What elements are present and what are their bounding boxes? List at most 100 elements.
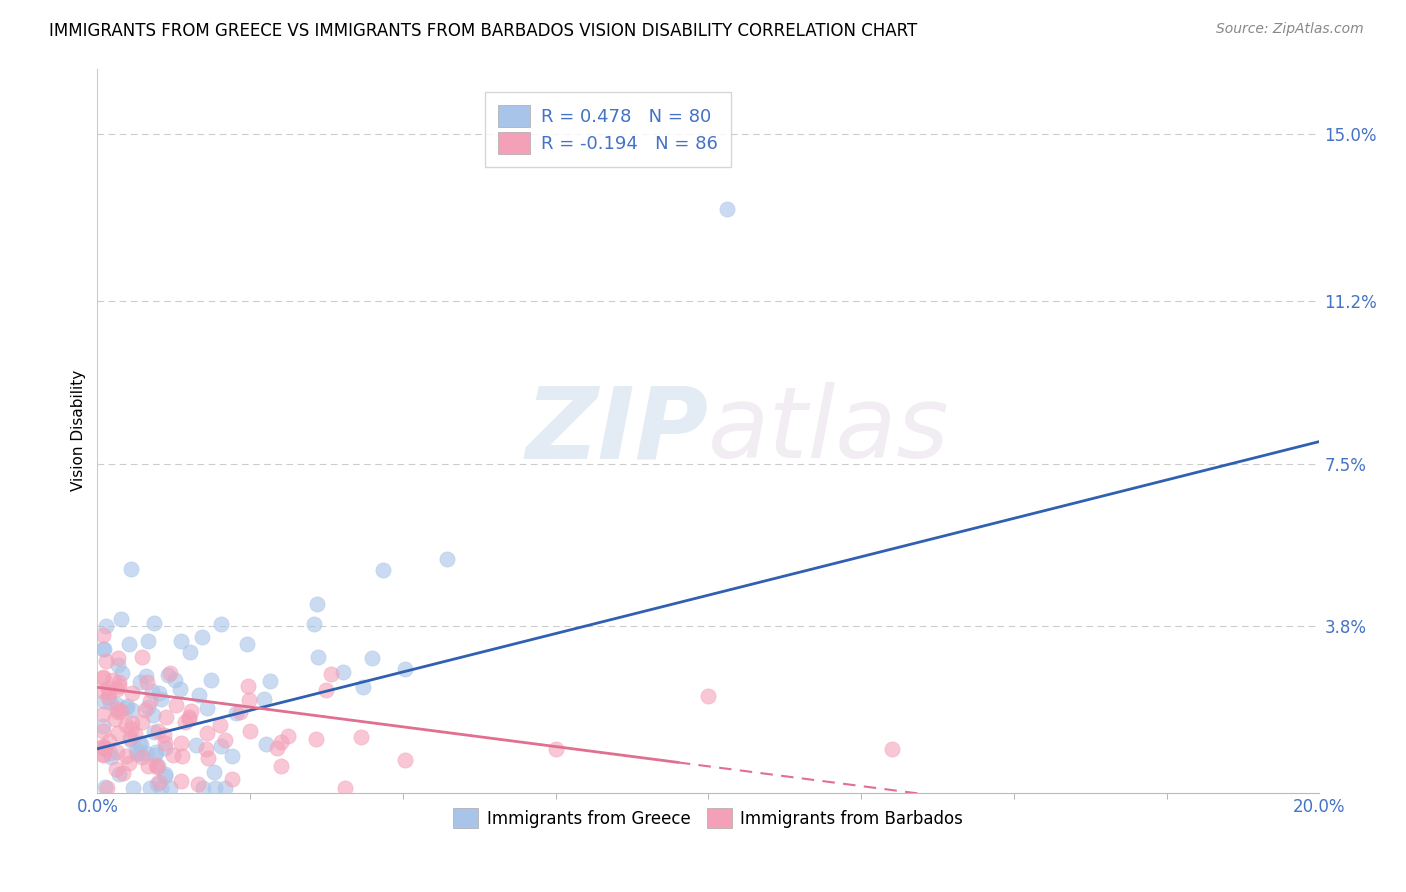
Point: [93, 747, 115, 762]
Y-axis label: Vision Disability: Vision Disability: [72, 370, 86, 491]
Point: [101, 673, 124, 688]
Text: IMMIGRANTS FROM GREECE VS IMMIGRANTS FROM BARBADOS VISION DISABILITY CORRELATION: IMMIGRANTS FROM GREECE VS IMMIGRANTS FRO…: [49, 22, 918, 40]
Point: [173, 714, 195, 729]
Point: [191, 781, 214, 796]
Point: [93, 642, 115, 657]
Point: [180, 705, 202, 719]
Point: [235, 637, 257, 651]
Point: [107, 657, 129, 672]
Point: [172, 748, 194, 763]
Point: [141, 684, 163, 698]
Point: [159, 665, 181, 680]
Point: [111, 665, 134, 680]
Point: [436, 551, 458, 566]
Point: [107, 674, 129, 689]
Point: [184, 738, 207, 752]
Point: [321, 667, 343, 681]
Point: [716, 202, 738, 216]
Text: Source: ZipAtlas.com: Source: ZipAtlas.com: [1216, 22, 1364, 37]
Point: [105, 762, 128, 776]
Point: [238, 692, 260, 706]
Point: [136, 759, 159, 773]
Point: [307, 650, 329, 665]
Point: [307, 598, 329, 612]
Point: [155, 736, 177, 750]
Point: [129, 675, 152, 690]
Point: [209, 739, 232, 754]
Point: [150, 781, 173, 796]
Point: [214, 732, 236, 747]
Point: [270, 759, 292, 773]
Point: [129, 737, 152, 751]
Point: [394, 662, 416, 676]
Point: [98, 734, 121, 748]
Point: [115, 701, 138, 715]
Point: [270, 735, 292, 749]
Point: [277, 729, 299, 743]
Point: [100, 750, 122, 764]
Point: [697, 689, 720, 703]
Point: [149, 692, 172, 706]
Point: [333, 781, 356, 796]
Point: [131, 649, 153, 664]
Point: [105, 745, 128, 759]
Point: [177, 712, 200, 726]
Point: [544, 741, 567, 756]
Point: [120, 562, 142, 576]
Point: [124, 727, 146, 741]
Point: [162, 747, 184, 762]
Point: [135, 674, 157, 689]
Point: [98, 747, 121, 761]
Point: [93, 684, 115, 698]
Point: [135, 746, 157, 760]
Point: [225, 706, 247, 720]
Text: atlas: atlas: [709, 382, 950, 479]
Point: [93, 706, 115, 721]
Point: [204, 781, 226, 796]
Point: [112, 765, 135, 780]
Point: [138, 694, 160, 708]
Point: [105, 702, 128, 716]
Point: [155, 766, 177, 780]
Point: [304, 616, 326, 631]
Point: [93, 671, 115, 685]
Point: [93, 670, 115, 684]
Point: [177, 710, 200, 724]
Point: [143, 748, 166, 763]
Point: [239, 724, 262, 739]
Point: [93, 628, 115, 642]
Point: [94, 741, 117, 756]
Point: [146, 759, 169, 773]
Point: [134, 703, 156, 717]
Point: [108, 679, 131, 693]
Legend: Immigrants from Greece, Immigrants from Barbados: Immigrants from Greece, Immigrants from …: [447, 801, 970, 835]
Point: [148, 724, 170, 739]
Point: [200, 673, 222, 687]
Point: [115, 698, 138, 713]
Point: [179, 645, 201, 659]
Point: [107, 650, 129, 665]
Point: [128, 747, 150, 761]
Point: [117, 637, 139, 651]
Point: [169, 682, 191, 697]
Point: [195, 701, 218, 715]
Point: [155, 710, 177, 724]
Point: [259, 674, 281, 689]
Point: [118, 731, 141, 745]
Point: [352, 680, 374, 694]
Point: [110, 612, 132, 626]
Point: [152, 728, 174, 742]
Point: [93, 739, 115, 754]
Point: [880, 741, 903, 756]
Point: [131, 749, 153, 764]
Point: [253, 692, 276, 706]
Point: [110, 704, 132, 718]
Point: [371, 563, 394, 577]
Point: [139, 781, 162, 796]
Point: [96, 619, 118, 633]
Point: [145, 745, 167, 759]
Point: [93, 724, 115, 739]
Point: [209, 718, 232, 732]
Point: [153, 740, 176, 755]
Point: [361, 650, 384, 665]
